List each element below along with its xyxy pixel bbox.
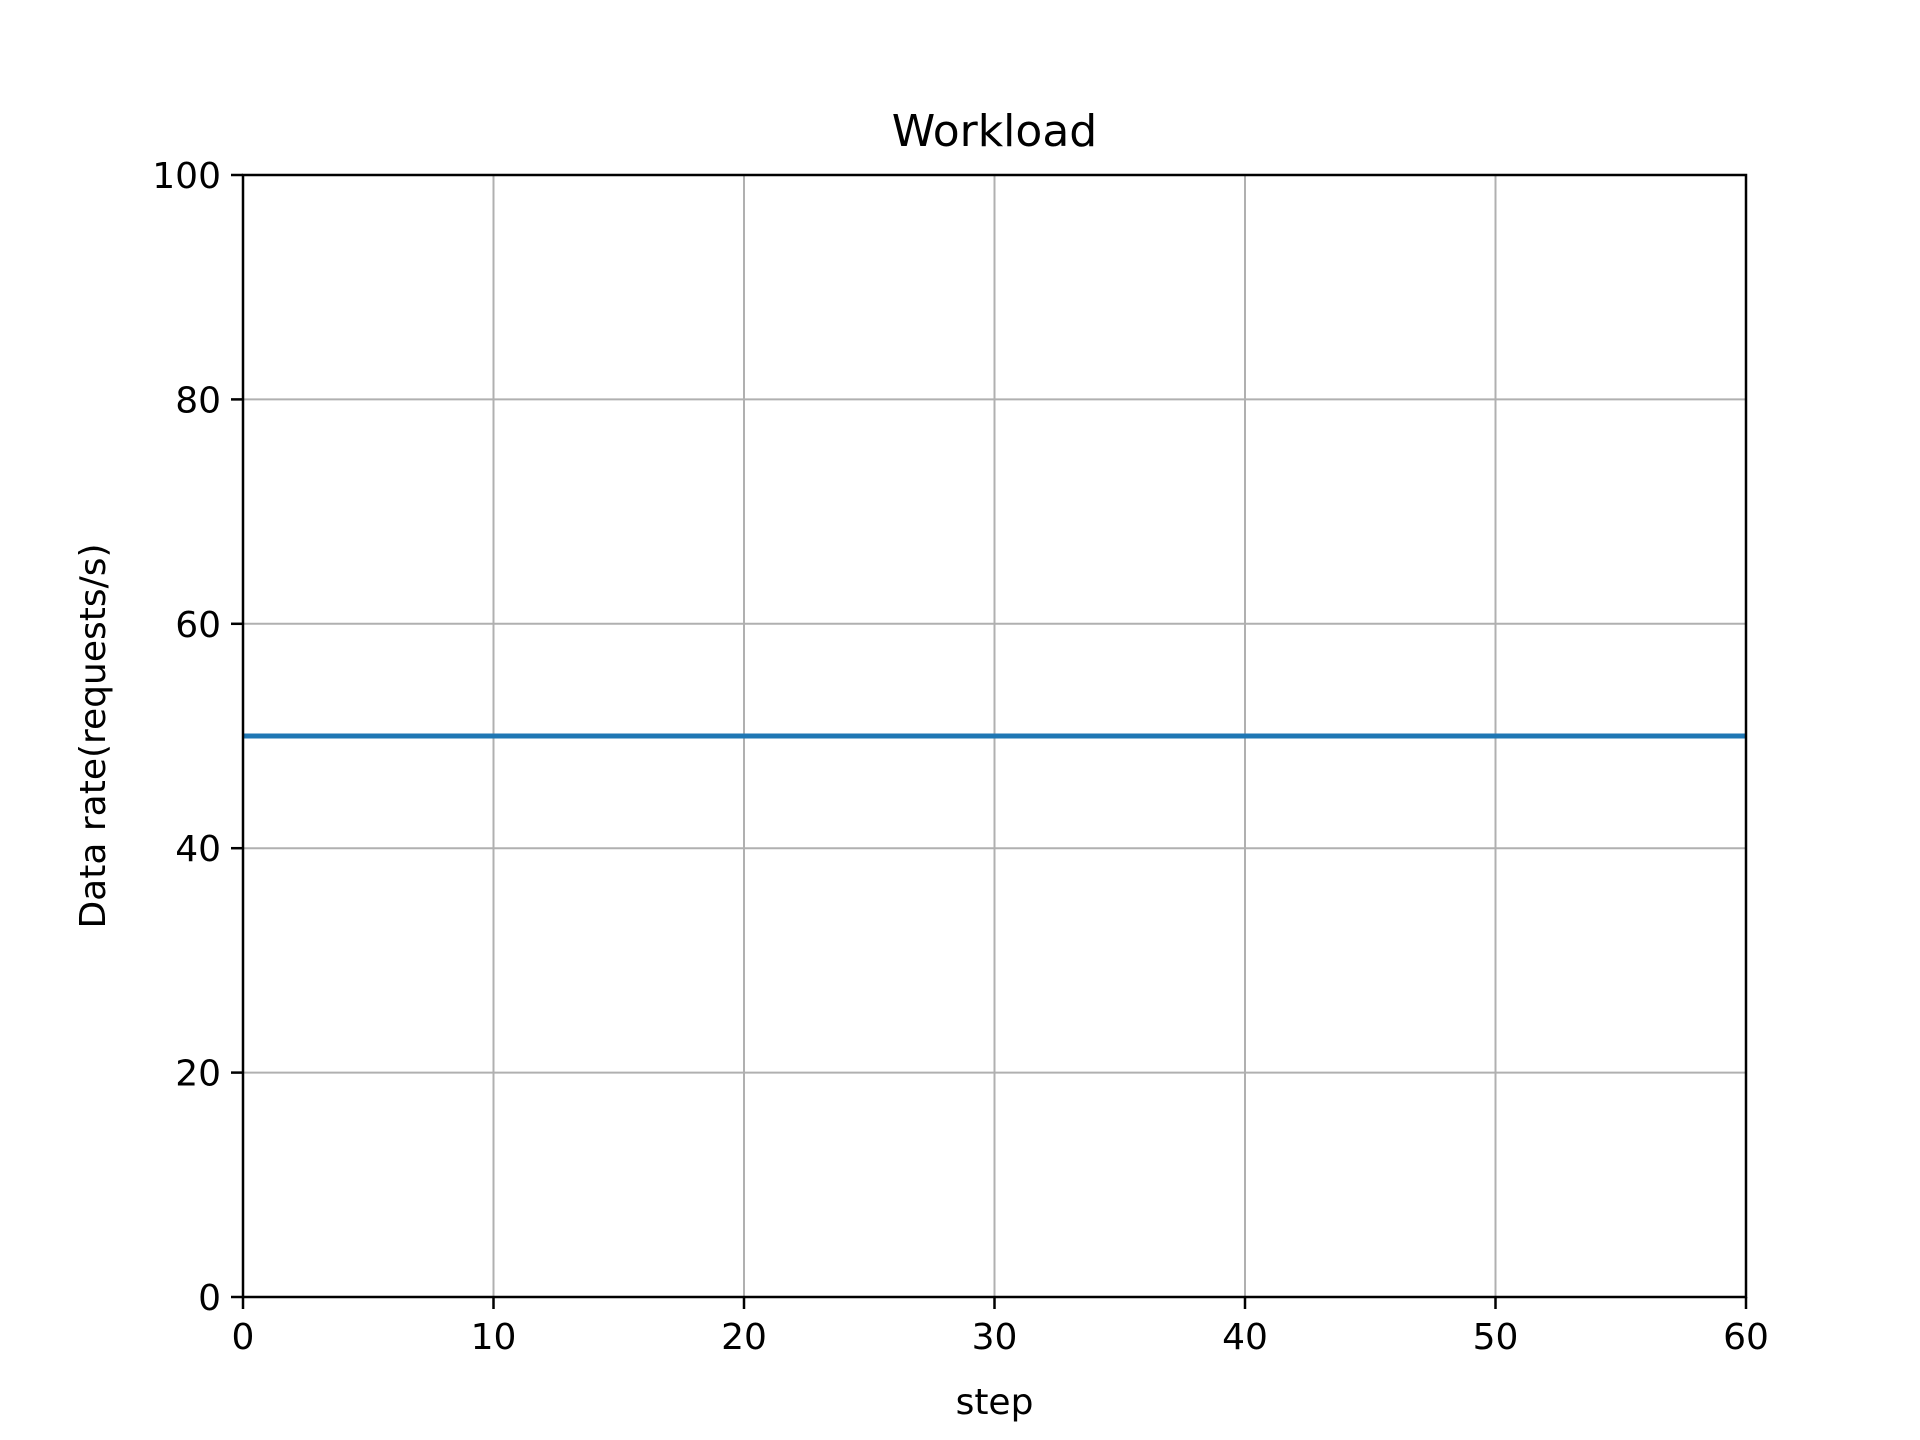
x-tick-label: 10 <box>471 1317 517 1358</box>
x-tick-label: 20 <box>721 1317 767 1358</box>
x-axis-label: step <box>956 1382 1034 1423</box>
x-tick-label: 30 <box>972 1317 1018 1358</box>
ticks: 0 10 20 30 40 50 60 0 20 40 60 80 100 <box>152 156 1769 1358</box>
x-tick-label: 40 <box>1222 1317 1268 1358</box>
y-tick-label: 80 <box>175 380 221 421</box>
y-tick-label: 60 <box>175 605 221 646</box>
chart-title: Workload <box>892 106 1097 157</box>
x-tick-label: 50 <box>1473 1317 1519 1358</box>
y-tick-label: 40 <box>175 829 221 870</box>
y-tick-label: 20 <box>175 1054 221 1095</box>
x-tick-label: 60 <box>1723 1317 1769 1358</box>
y-tick-label: 0 <box>198 1278 221 1319</box>
x-tick-label: 0 <box>232 1317 255 1358</box>
y-axis-label: Data rate(requests/s) <box>73 543 114 928</box>
y-tick-label: 100 <box>152 156 221 197</box>
